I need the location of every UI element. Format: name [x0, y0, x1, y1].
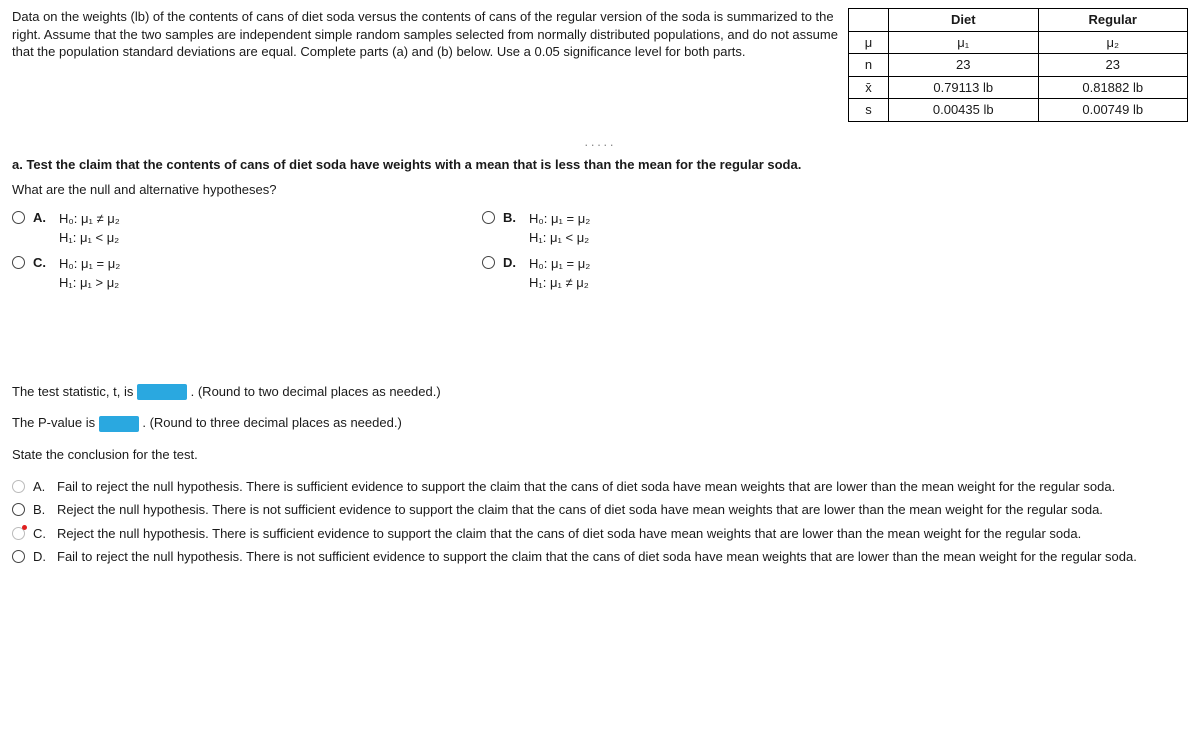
conclusion-text: Fail to reject the null hypothesis. Ther… — [57, 478, 1188, 496]
radio-icon[interactable] — [12, 480, 25, 493]
pvalue-line: The P-value is . (Round to three decimal… — [12, 414, 1188, 432]
choice-d[interactable]: D. H₀: μ₁ = μ₂ H₁: μ₁ ≠ μ₂ — [482, 254, 912, 293]
conclusion-a[interactable]: A. Fail to reject the null hypothesis. T… — [12, 478, 1188, 496]
h0-line: H₀: μ₁ = μ₂ — [59, 256, 120, 271]
part-a-question: What are the null and alternative hypoth… — [12, 181, 1188, 199]
problem-statement: Data on the weights (lb) of the contents… — [12, 8, 838, 61]
table-row: x̄ 0.79113 lb 0.81882 lb — [849, 76, 1188, 99]
part-a-prompt: a. Test the claim that the contents of c… — [12, 156, 1188, 174]
choice-label: C. — [33, 525, 49, 543]
h0-line: H₀: μ₁ ≠ μ₂ — [59, 211, 120, 226]
choice-c[interactable]: C. H₀: μ₁ = μ₂ H₁: μ₁ > μ₂ — [12, 254, 442, 293]
pvalue-hint: . (Round to three decimal places as need… — [142, 415, 401, 430]
conclusion-d[interactable]: D. Fail to reject the null hypothesis. T… — [12, 548, 1188, 566]
h0-line: H₀: μ₁ = μ₂ — [529, 256, 590, 271]
radio-icon[interactable] — [12, 211, 25, 224]
pvalue-label: The P-value is — [12, 415, 95, 430]
choice-a[interactable]: A. H₀: μ₁ ≠ μ₂ H₁: μ₁ < μ₂ — [12, 209, 442, 248]
table-row: μ μ₁ μ₂ — [849, 31, 1188, 54]
cell: 23 — [1038, 54, 1188, 77]
row-mu: μ — [849, 31, 889, 54]
conclusion-text: Reject the null hypothesis. There is not… — [57, 501, 1188, 519]
row-s: s — [849, 99, 889, 122]
radio-icon[interactable] — [482, 256, 495, 269]
pvalue-input[interactable] — [99, 416, 139, 432]
radio-icon[interactable] — [12, 503, 25, 516]
hypothesis-choices: A. H₀: μ₁ ≠ μ₂ H₁: μ₁ < μ₂ B. H₀: μ₁ = μ… — [12, 209, 912, 293]
h0-line: H₀: μ₁ = μ₂ — [529, 211, 590, 226]
conclusion-b[interactable]: B. Reject the null hypothesis. There is … — [12, 501, 1188, 519]
test-stat-label: The test statistic, t, is — [12, 384, 133, 399]
header-row: Data on the weights (lb) of the contents… — [12, 8, 1188, 122]
summary-table: Diet Regular μ μ₁ μ₂ n 23 23 x̄ 0.79113 … — [848, 8, 1188, 122]
conclusion-text: Reject the null hypothesis. There is suf… — [57, 525, 1188, 543]
part-a: a. Test the claim that the contents of c… — [12, 156, 1188, 293]
table-row: s 0.00435 lb 0.00749 lb — [849, 99, 1188, 122]
cell: μ₁ — [889, 31, 1039, 54]
test-statistic-line: The test statistic, t, is . (Round to tw… — [12, 383, 1188, 401]
h1-line: H₁: μ₁ ≠ μ₂ — [529, 275, 589, 290]
choice-label: B. — [33, 501, 49, 519]
test-stat-input[interactable] — [137, 384, 187, 400]
choice-label: D. — [33, 548, 49, 566]
conclusion-prompt: State the conclusion for the test. — [12, 446, 1188, 464]
radio-icon[interactable] — [12, 550, 25, 563]
h1-line: H₁: μ₁ < μ₂ — [59, 230, 119, 245]
test-stat-hint: . (Round to two decimal places as needed… — [191, 384, 441, 399]
cell: 0.81882 lb — [1038, 76, 1188, 99]
radio-icon[interactable] — [12, 256, 25, 269]
row-xbar: x̄ — [849, 76, 889, 99]
table-row: n 23 23 — [849, 54, 1188, 77]
choice-label: C. — [33, 254, 51, 272]
choice-b[interactable]: B. H₀: μ₁ = μ₂ H₁: μ₁ < μ₂ — [482, 209, 912, 248]
h1-line: H₁: μ₁ < μ₂ — [529, 230, 589, 245]
section-divider: ····· — [570, 136, 630, 146]
row-n: n — [849, 54, 889, 77]
choice-label: A. — [33, 209, 51, 227]
radio-icon[interactable] — [482, 211, 495, 224]
cell: 0.79113 lb — [889, 76, 1039, 99]
cell: μ₂ — [1038, 31, 1188, 54]
table-row: Diet Regular — [849, 9, 1188, 32]
choice-label: D. — [503, 254, 521, 272]
conclusion-choices: A. Fail to reject the null hypothesis. T… — [12, 478, 1188, 566]
choice-label: B. — [503, 209, 521, 227]
conclusion-c[interactable]: C. Reject the null hypothesis. There is … — [12, 525, 1188, 543]
table-header-regular: Regular — [1038, 9, 1188, 32]
choice-label: A. — [33, 478, 49, 496]
cell: 0.00435 lb — [889, 99, 1039, 122]
radio-icon[interactable] — [12, 527, 25, 540]
conclusion-text: Fail to reject the null hypothesis. Ther… — [57, 548, 1188, 566]
cell: 0.00749 lb — [1038, 99, 1188, 122]
cell: 23 — [889, 54, 1039, 77]
h1-line: H₁: μ₁ > μ₂ — [59, 275, 119, 290]
table-header-blank — [849, 9, 889, 32]
table-header-diet: Diet — [889, 9, 1039, 32]
